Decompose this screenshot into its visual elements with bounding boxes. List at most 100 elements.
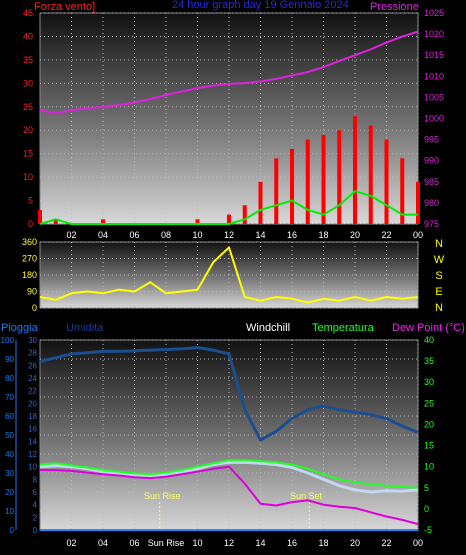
wind-tick-label: 40 — [23, 31, 33, 41]
pressure-tick-label: 1005 — [424, 92, 444, 102]
temperature-tick-label: 20 — [424, 419, 434, 429]
temperature-tick-label: 5 — [424, 483, 429, 493]
wind-tick-label: 5 — [28, 196, 33, 206]
panel1-hour-tick-label: 18 — [318, 230, 328, 240]
wind-tick-label: 25 — [23, 102, 33, 112]
panel1-hour-tick-label: 02 — [66, 230, 76, 240]
panel3-hour-tick-label: 00 — [413, 538, 423, 548]
temperature-tick-label: 30 — [424, 377, 434, 387]
panel1-hour-tick-label: 10 — [192, 230, 202, 240]
pressure-tick-label: 995 — [424, 135, 439, 145]
pressure-tick-label: 1025 — [424, 8, 444, 18]
windchill-series-line — [39, 460, 419, 494]
windchill-legend: Windchill — [246, 322, 290, 334]
panel1-hour-tick-label: 22 — [381, 230, 391, 240]
pressure-tick-label: 990 — [424, 156, 439, 166]
rain-tick-label: 60 — [5, 412, 14, 421]
wind-bar — [53, 219, 58, 224]
pressure-tick-label: 1010 — [424, 71, 444, 81]
temperature-tick-label: -5 — [424, 525, 432, 535]
rain-tick-label: 50 — [5, 431, 14, 440]
rain-axis-title: Pioggia — [1, 322, 39, 334]
rain-tick-label: 10 — [5, 507, 14, 516]
direction-tick-label: 180 — [22, 270, 37, 280]
wind-bar — [242, 205, 247, 224]
wind-tick-label: 0 — [28, 219, 33, 229]
rain-tick-label: 80 — [5, 374, 14, 383]
humidity-tick-label: 4 — [33, 501, 38, 510]
chart-title: 24 hour graph day 19 Gennaio 2024 — [172, 0, 349, 11]
rain-tick-label: 40 — [5, 450, 14, 459]
rain-tick-label: 20 — [5, 488, 14, 497]
rain-tick-label: 70 — [5, 393, 14, 402]
direction-tick-label: 270 — [22, 254, 37, 264]
temperature-tick-label: 10 — [424, 462, 434, 472]
wind-bar — [305, 139, 310, 224]
compass-label: E — [435, 286, 442, 298]
wind-tick-label: 10 — [23, 172, 33, 182]
wind-bar — [227, 214, 231, 224]
panel3-hour-tick-label: 20 — [350, 538, 360, 548]
wind-axis-title: Forza vento] — [34, 1, 95, 13]
wind-bar — [368, 125, 373, 224]
temperature-tick-label: 15 — [424, 441, 434, 451]
humidity-tick-label: 24 — [28, 374, 37, 383]
panel3-hour-tick-label: 04 — [98, 538, 108, 548]
direction-tick-label: 90 — [27, 287, 37, 297]
humidity-tick-label: 20 — [28, 399, 37, 408]
panel1-hour-tick-label: 06 — [129, 230, 139, 240]
panel1-hour-tick-label: 00 — [413, 230, 423, 240]
rain-tick-label: 90 — [5, 355, 14, 364]
pressure-tick-label: 975 — [424, 219, 439, 229]
wind-bar — [353, 116, 357, 224]
compass-label: S — [435, 270, 442, 282]
dewpoint-series-line — [40, 465, 419, 526]
panel3-hour-tick-label: 14 — [255, 538, 265, 548]
wind-tick-label: 35 — [23, 55, 33, 65]
direction-tick-label: 0 — [32, 303, 37, 313]
temperature-tick-label: 25 — [424, 398, 434, 408]
panel1-hour-tick-label: 14 — [255, 230, 265, 240]
compass-label: N — [435, 302, 443, 314]
temperature-series-line — [39, 459, 419, 489]
panel3-hour-tick-label: Sun Rise — [148, 538, 185, 548]
sun-set-label: Sun Set — [290, 491, 323, 501]
humidity-tick-label: 2 — [33, 513, 38, 522]
humidity-tick-label: 10 — [28, 463, 37, 472]
panel3-hour-tick-label: 22 — [381, 538, 391, 548]
panel1-hour-tick-label: 20 — [350, 230, 360, 240]
humidity-tick-label: 14 — [28, 437, 37, 446]
pressure-tick-label: 1000 — [424, 114, 444, 124]
panel3-hour-tick-label: 12 — [224, 538, 234, 548]
humidity-tick-label: 0 — [33, 526, 38, 535]
humidity-series-line — [39, 346, 419, 442]
humidity-tick-label: 16 — [28, 425, 37, 434]
humidity-tick-label: 26 — [28, 361, 37, 370]
pressure-tick-label: 980 — [424, 198, 439, 208]
rain-tick-label: 100 — [1, 336, 15, 345]
wind-tick-label: 15 — [23, 149, 33, 159]
wind-bar — [101, 219, 105, 224]
humidity-tick-label: 18 — [28, 412, 37, 421]
wind-bar — [400, 158, 405, 224]
temperature-tick-label: 40 — [424, 335, 434, 345]
temperature-tick-label: 0 — [424, 504, 429, 514]
humidity-tick-label: 6 — [33, 488, 38, 497]
pressure-tick-label: 1020 — [424, 29, 444, 39]
rain-tick-label: 30 — [5, 469, 14, 478]
wind-tick-label: 20 — [23, 125, 33, 135]
humidity-tick-label: 22 — [28, 387, 37, 396]
panel3-hour-tick-label: 10 — [192, 538, 202, 548]
dewpoint-legend: Dew Point (°C) — [392, 322, 465, 334]
humidity-tick-label: 28 — [28, 349, 37, 358]
panel1-hour-tick-label: 12 — [224, 230, 234, 240]
wind-bar — [321, 134, 326, 224]
wind-bar — [290, 148, 294, 224]
direction-series-line — [39, 246, 419, 304]
panel1-hour-tick-label: 04 — [98, 230, 108, 240]
wind-tick-label: 30 — [23, 78, 33, 88]
temperature-legend: Temperatura — [312, 322, 375, 334]
wind-bar — [38, 209, 42, 224]
